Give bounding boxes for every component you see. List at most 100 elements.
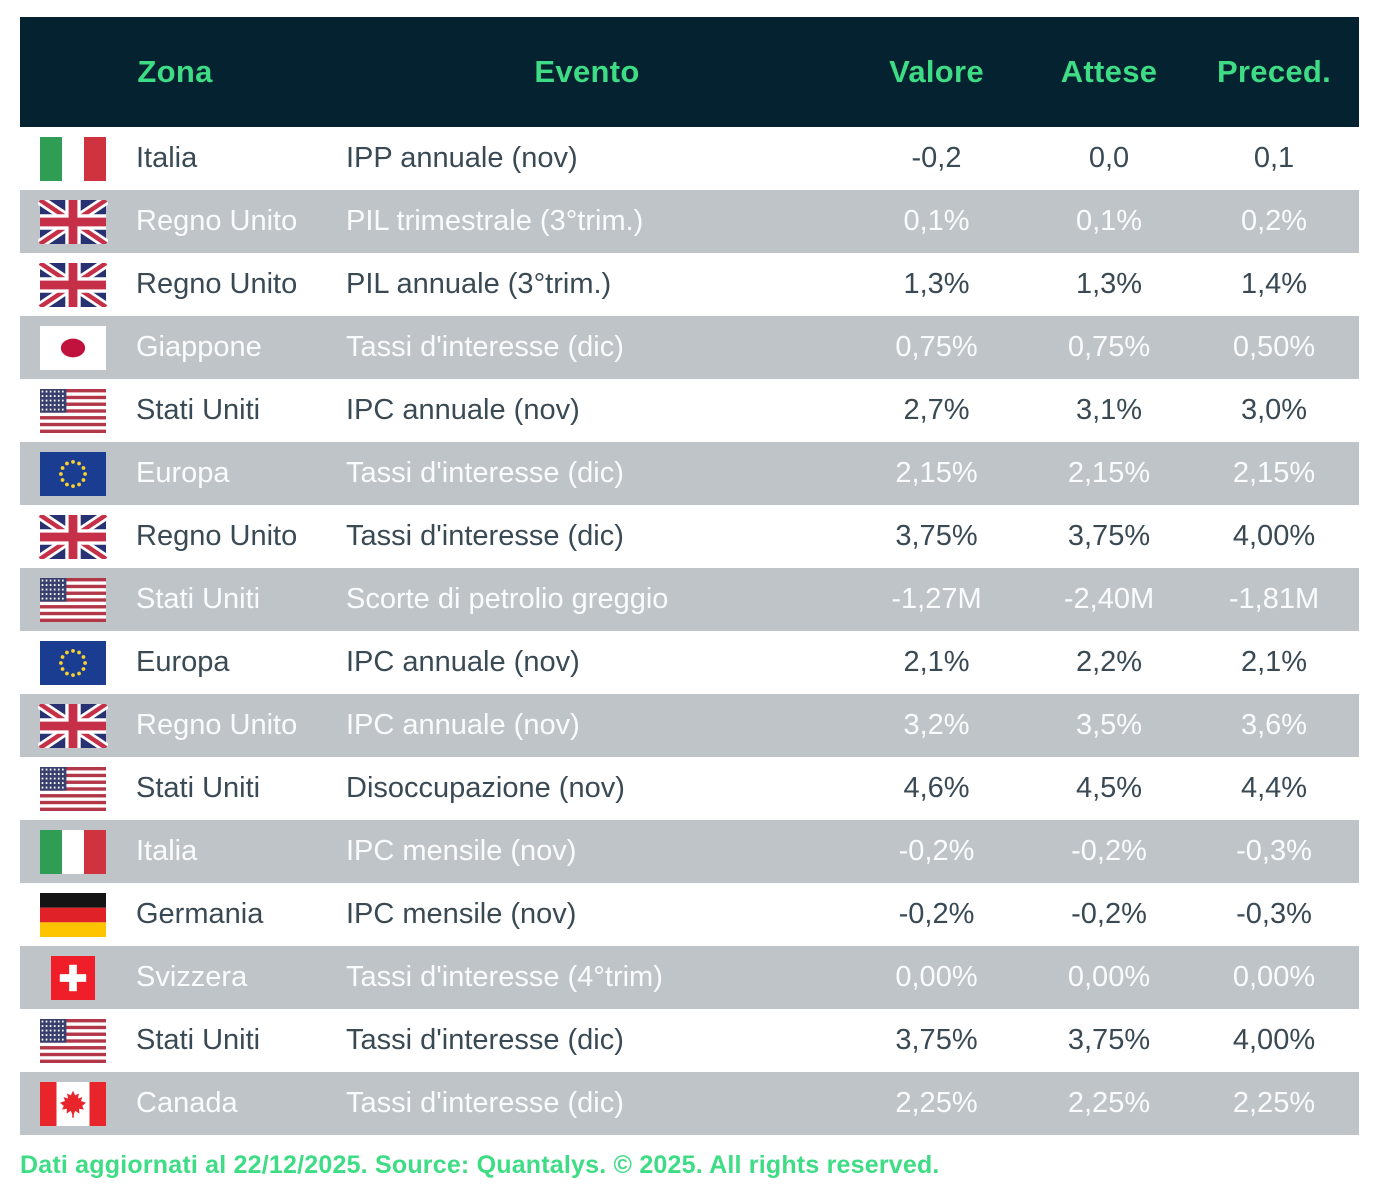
- attese-cell: -0,2%: [1071, 835, 1147, 867]
- valore-cell: -0,2: [911, 142, 962, 174]
- valore-cell: 0,1%: [903, 205, 970, 237]
- evento-cell: IPC mensile (nov): [346, 898, 577, 930]
- table-row: Italia IPP annuale (nov) -0,2 0,0 0,1: [20, 127, 1359, 190]
- evento-cell: PIL annuale (3°trim.): [346, 268, 612, 300]
- zona-cell: Italia: [136, 142, 198, 174]
- italy-flag-icon: [38, 830, 108, 874]
- attese-cell: 2,25%: [1067, 1087, 1151, 1119]
- preced-cell: 0,1: [1253, 142, 1295, 174]
- zona-cell: Canada: [136, 1087, 238, 1119]
- table-row: Regno Unito Tassi d'interesse (dic) 3,75…: [20, 505, 1359, 568]
- table-row: Regno Unito IPC annuale (nov) 3,2% 3,5% …: [20, 694, 1359, 757]
- preced-cell: 3,0%: [1240, 394, 1308, 426]
- valore-cell: 3,75%: [895, 520, 978, 552]
- evento-cell: Scorte di petrolio greggio: [346, 583, 669, 615]
- table-row: Europa IPC annuale (nov) 2,1% 2,2% 2,1%: [20, 631, 1359, 694]
- flag-cell: [20, 641, 130, 685]
- evento-cell: Tassi d'interesse (4°trim): [346, 961, 663, 993]
- valore-cell: -0,2%: [898, 835, 975, 867]
- valore-cell: 2,7%: [903, 394, 970, 426]
- flag-cell: [20, 263, 130, 307]
- attese-cell: 4,5%: [1075, 772, 1143, 804]
- column-header-evento: Evento: [534, 54, 640, 89]
- evento-cell: Tassi d'interesse (dic): [346, 457, 624, 489]
- italy-flag-icon: [38, 137, 108, 181]
- flag-cell: [20, 452, 130, 496]
- preced-cell: 4,00%: [1232, 1024, 1316, 1056]
- flag-cell: [20, 1019, 130, 1063]
- zona-cell: Stati Uniti: [136, 583, 261, 615]
- zona-cell: Regno Unito: [136, 520, 298, 552]
- table-row: Germania IPC mensile (nov) -0,2% -0,2% -…: [20, 883, 1359, 946]
- economic-calendar-table: Zona Evento Valore Attese Preced. Italia…: [20, 17, 1359, 1135]
- table-row: Italia IPC mensile (nov) -0,2% -0,2% -0,…: [20, 820, 1359, 883]
- valore-cell: 0,00%: [895, 961, 978, 993]
- preced-cell: 2,25%: [1232, 1087, 1316, 1119]
- zona-cell: Regno Unito: [136, 709, 298, 741]
- evento-cell: Tassi d'interesse (dic): [346, 1024, 624, 1056]
- valore-cell: 2,1%: [903, 646, 970, 678]
- valore-cell: 3,2%: [903, 709, 970, 741]
- preced-cell: 4,00%: [1232, 520, 1316, 552]
- attese-cell: 3,1%: [1075, 394, 1143, 426]
- attese-cell: 0,75%: [1067, 331, 1151, 363]
- preced-cell: 1,4%: [1240, 268, 1308, 300]
- table-row: Stati Uniti IPC annuale (nov) 2,7% 3,1% …: [20, 379, 1359, 442]
- zona-cell: Germania: [136, 898, 264, 930]
- flag-cell: [20, 200, 130, 244]
- valore-cell: 3,75%: [895, 1024, 978, 1056]
- attese-cell: 3,5%: [1075, 709, 1143, 741]
- table-row: Regno Unito PIL trimestrale (3°trim.) 0,…: [20, 190, 1359, 253]
- preced-cell: 3,6%: [1240, 709, 1308, 741]
- flag-cell: [20, 956, 130, 1000]
- column-header-valore: Valore: [889, 54, 984, 89]
- preced-cell: 0,50%: [1232, 331, 1316, 363]
- evento-cell: IPC mensile (nov): [346, 835, 577, 867]
- valore-cell: 2,25%: [895, 1087, 978, 1119]
- zona-cell: Stati Uniti: [136, 772, 261, 804]
- usa-flag-icon: [38, 578, 108, 622]
- zona-cell: Europa: [136, 646, 230, 678]
- table-row: Stati Uniti Scorte di petrolio greggio -…: [20, 568, 1359, 631]
- flag-cell: [20, 389, 130, 433]
- table-row: Stati Uniti Disoccupazione (nov) 4,6% 4,…: [20, 757, 1359, 820]
- evento-cell: IPP annuale (nov): [346, 142, 578, 174]
- evento-cell: Disoccupazione (nov): [346, 772, 625, 804]
- source-attribution: Dati aggiornati al 22/12/2025. Source: Q…: [20, 1151, 940, 1179]
- preced-cell: 0,00%: [1232, 961, 1316, 993]
- zona-cell: Stati Uniti: [136, 1024, 261, 1056]
- preced-cell: 2,15%: [1232, 457, 1316, 489]
- column-header-attese: Attese: [1060, 54, 1158, 89]
- table-header-row: Zona Evento Valore Attese Preced.: [20, 17, 1359, 127]
- valore-cell: -1,27M: [891, 583, 982, 615]
- usa-flag-icon: [38, 389, 108, 433]
- attese-cell: 0,00%: [1067, 961, 1151, 993]
- zona-cell: Regno Unito: [136, 205, 298, 237]
- flag-cell: [20, 515, 130, 559]
- evento-cell: Tassi d'interesse (dic): [346, 331, 624, 363]
- attese-cell: 2,2%: [1075, 646, 1143, 678]
- flag-cell: [20, 326, 130, 370]
- canada-flag-icon: [38, 1082, 108, 1126]
- zona-cell: Svizzera: [136, 961, 248, 993]
- valore-cell: -0,2%: [898, 898, 975, 930]
- column-header-zona: Zona: [137, 54, 213, 89]
- usa-flag-icon: [38, 767, 108, 811]
- usa-flag-icon: [38, 1019, 108, 1063]
- switzerland-flag-icon: [51, 956, 95, 1000]
- valore-cell: 0,75%: [895, 331, 978, 363]
- attese-cell: 2,15%: [1067, 457, 1151, 489]
- japan-flag-icon: [38, 326, 108, 370]
- flag-cell: [20, 893, 130, 937]
- preced-cell: 0,2%: [1240, 205, 1308, 237]
- germany-flag-icon: [38, 893, 108, 937]
- valore-cell: 2,15%: [895, 457, 978, 489]
- preced-cell: -0,3%: [1236, 835, 1312, 867]
- table-body: Italia IPP annuale (nov) -0,2 0,0 0,1 Re…: [20, 127, 1359, 1135]
- uk-flag-icon: [38, 704, 108, 748]
- flag-cell: [20, 830, 130, 874]
- zona-cell: Stati Uniti: [136, 394, 261, 426]
- flag-cell: [20, 137, 130, 181]
- uk-flag-icon: [38, 200, 108, 244]
- attese-cell: 0,0: [1088, 142, 1130, 174]
